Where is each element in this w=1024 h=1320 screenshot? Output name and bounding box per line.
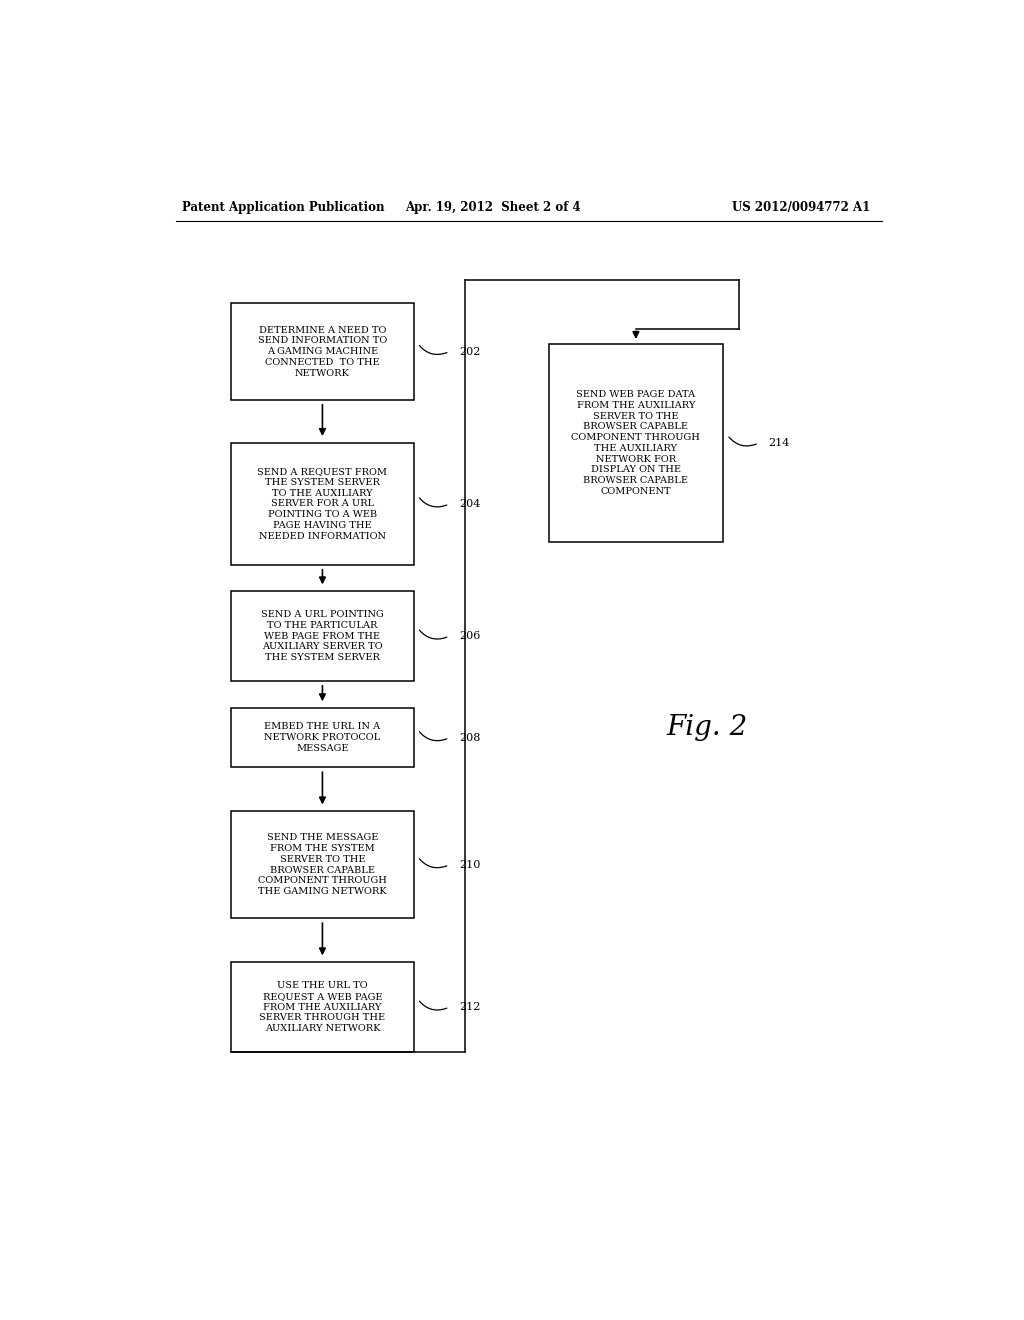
Text: SEND A REQUEST FROM
THE SYSTEM SERVER
TO THE AUXILIARY
SERVER FOR A URL
POINTING: SEND A REQUEST FROM THE SYSTEM SERVER TO… [257, 467, 387, 541]
Bar [231, 591, 414, 681]
Text: SEND WEB PAGE DATA
FROM THE AUXILIARY
SERVER TO THE
BROWSER CAPABLE
COMPONENT TH: SEND WEB PAGE DATA FROM THE AUXILIARY SE… [571, 391, 700, 496]
Bar [231, 444, 414, 565]
Text: DETERMINE A NEED TO
SEND INFORMATION TO
A GAMING MACHINE
CONNECTED  TO THE
NETWO: DETERMINE A NEED TO SEND INFORMATION TO … [258, 326, 387, 378]
Text: SEND A URL POINTING
TO THE PARTICULAR
WEB PAGE FROM THE
AUXILIARY SERVER TO
THE : SEND A URL POINTING TO THE PARTICULAR WE… [261, 610, 384, 663]
Text: 206: 206 [459, 631, 480, 642]
Bar [231, 962, 414, 1052]
Text: Fig. 2: Fig. 2 [667, 714, 748, 741]
Text: 212: 212 [459, 1002, 480, 1012]
Bar [231, 709, 414, 767]
Text: 210: 210 [459, 859, 480, 870]
Bar [549, 345, 723, 543]
Text: 202: 202 [459, 347, 480, 356]
Text: 214: 214 [768, 438, 790, 447]
Text: USE THE URL TO
REQUEST A WEB PAGE
FROM THE AUXILIARY
SERVER THROUGH THE
AUXILIAR: USE THE URL TO REQUEST A WEB PAGE FROM T… [259, 981, 385, 1034]
Text: EMBED THE URL IN A
NETWORK PROTOCOL
MESSAGE: EMBED THE URL IN A NETWORK PROTOCOL MESS… [264, 722, 381, 752]
Text: Apr. 19, 2012  Sheet 2 of 4: Apr. 19, 2012 Sheet 2 of 4 [406, 201, 581, 214]
Bar [231, 812, 414, 919]
Text: Patent Application Publication: Patent Application Publication [182, 201, 384, 214]
Text: 204: 204 [459, 499, 480, 510]
Text: SEND THE MESSAGE
FROM THE SYSTEM
SERVER TO THE
BROWSER CAPABLE
COMPONENT THROUGH: SEND THE MESSAGE FROM THE SYSTEM SERVER … [258, 833, 387, 896]
Text: 208: 208 [459, 733, 480, 743]
Text: US 2012/0094772 A1: US 2012/0094772 A1 [732, 201, 870, 214]
Bar [231, 304, 414, 400]
